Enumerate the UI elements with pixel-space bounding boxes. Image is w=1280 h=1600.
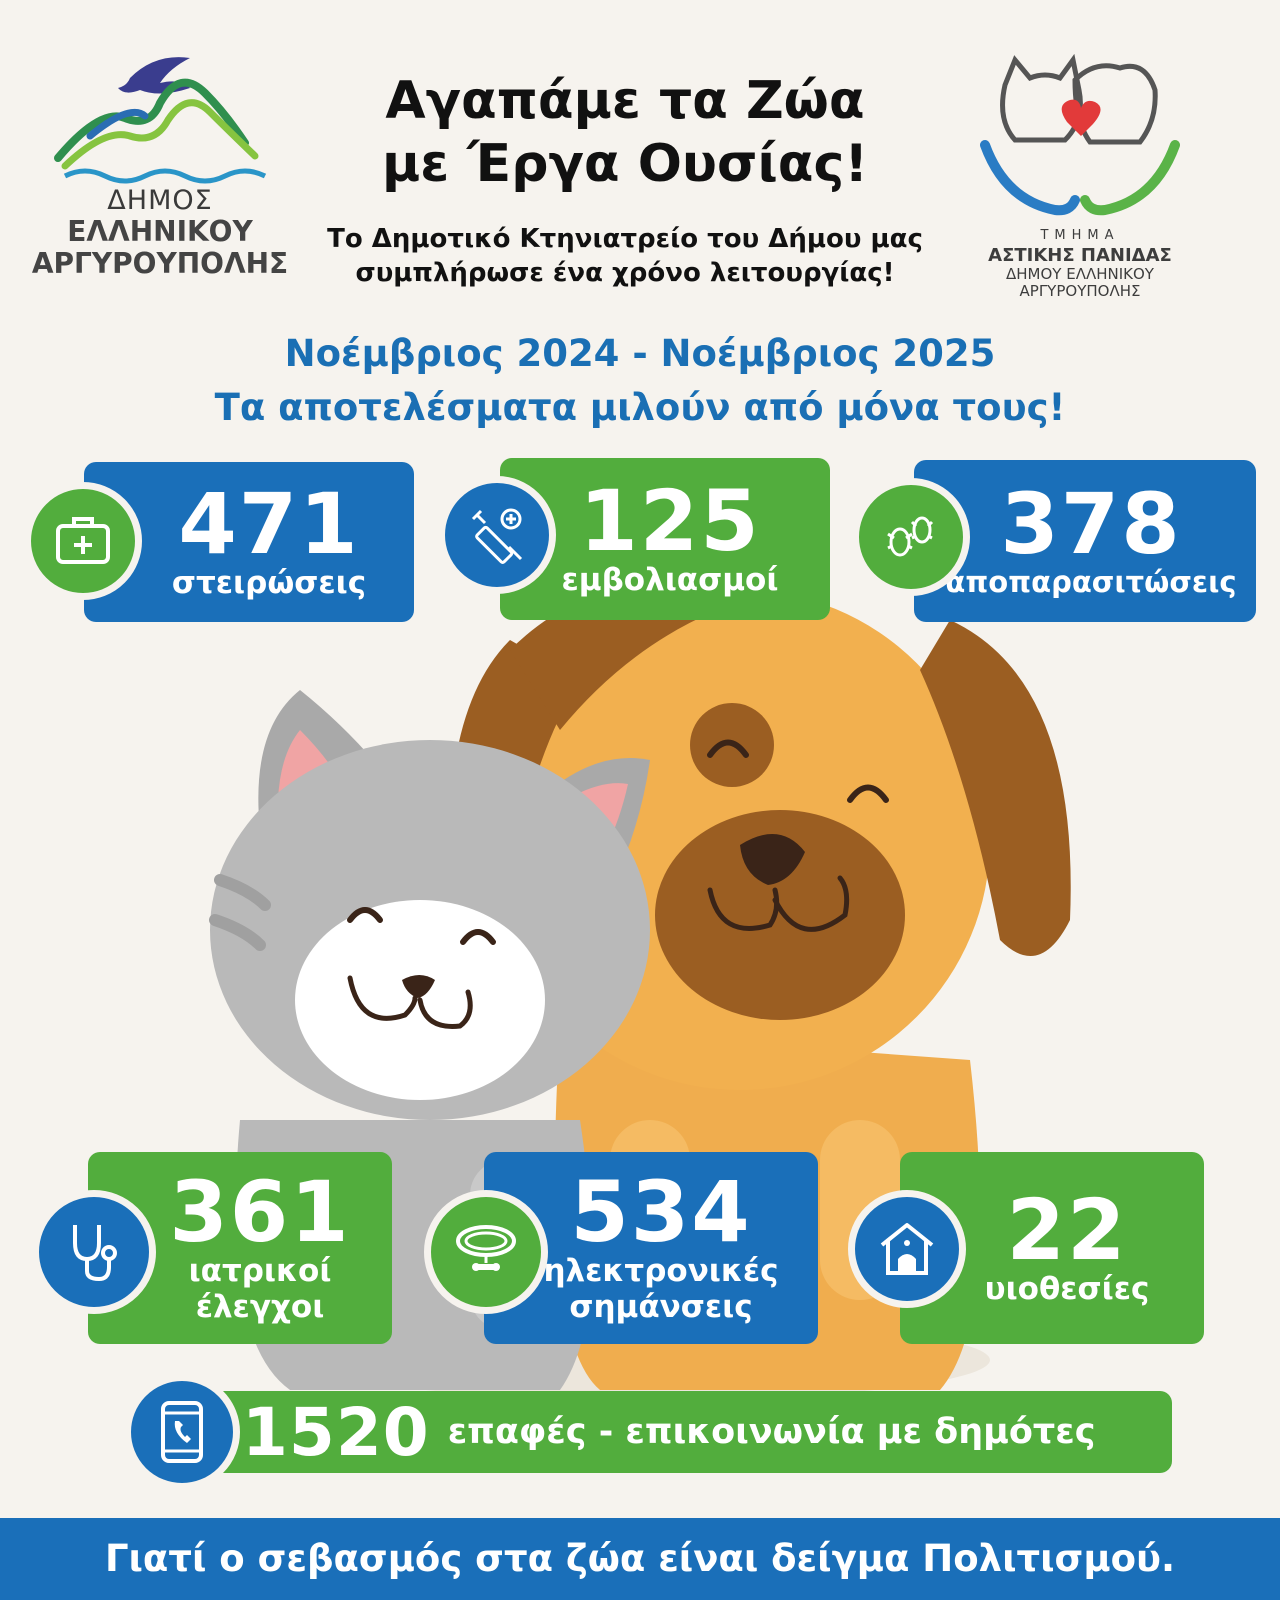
dept-line-2: ΑΣΤΙΚΗΣ ΠΑΝΙΔΑΣ [988, 245, 1172, 266]
subtitle-line-1: Το Δημοτικό Κτηνιατρείο του Δήμου μας [327, 224, 923, 254]
bugs-icon [852, 478, 970, 596]
dept-line-4: ΑΡΓΥΡΟΥΠΟΛΗΣ [1019, 282, 1141, 301]
municipality-logo: ΔΗΜΟΣ ΕΛΛΗΝΙΚΟΥ ΑΡΓΥΡΟΥΠΟΛΗΣ [30, 48, 290, 288]
title-line-2: με Έργα Ουσίας! [381, 134, 869, 195]
cat-dog-hands-heart-icon [980, 53, 1180, 216]
period-line-1: Νοέμβριος 2024 - Νοέμβριος 2025 [284, 332, 996, 375]
page-subtitle: Το Δημοτικό Κτηνιατρείο του Δήμου μας συ… [295, 222, 955, 291]
stat-label-line-1: ιατρικοί [188, 1253, 332, 1290]
subtitle-line-2: συμπλήρωσε ένα χρόνο λειτουργίας! [355, 258, 895, 289]
medical-kit-icon [24, 482, 142, 600]
stat-sterilizations: 471 στειρώσεις [84, 462, 414, 622]
logo-line-2: ΕΛΛΗΝΙΚΟΥ [67, 215, 253, 249]
period-line-2: Τα αποτελέσματα μιλούν από μόνα τους! [214, 385, 1066, 429]
stat-label: υιοθεσίες [984, 1271, 1150, 1308]
page-title: Αγαπάμε τα Ζώα με Έργα Ουσίας! [300, 70, 950, 197]
stat-value: 378 [1000, 475, 1182, 574]
footer-banner: Γιατί ο σεβασμός στα ζώα είναι δείγμα Πο… [0, 1518, 1280, 1600]
logo-line-3: ΑΡΓΥΡΟΥΠΟΛΗΣ [31, 246, 289, 280]
stat-label-line-1: ηλεκτρονικές [543, 1253, 779, 1290]
dept-line-1: ΤΜΗΜΑ [1040, 228, 1120, 243]
stat-label-line-2: σημάνσεις [569, 1289, 753, 1325]
syringe-icon [438, 476, 556, 594]
urban-wildlife-dept-logo: ΤΜΗΜΑ ΑΣΤΙΚΗΣ ΠΑΝΙΔΑΣ ΔΗΜΟΥ ΕΛΛΗΝΙΚΟΥ ΑΡ… [975, 50, 1185, 310]
contact-value: 1520 [242, 1393, 430, 1471]
stat-label: αποπαρασιτώσεις [945, 565, 1237, 600]
phone-icon [124, 1374, 240, 1490]
contact-label: επαφές - επικοινωνία με δημότες [447, 1412, 1096, 1452]
stat-label: εμβολιασμοί [561, 562, 779, 599]
title-line-1: Αγαπάμε τα Ζώα [385, 71, 865, 131]
mountains-dove-icon [54, 57, 267, 184]
stat-value: 22 [1006, 1181, 1128, 1280]
dept-line-3: ΔΗΜΟΥ ΕΛΛΗΝΙΚΟΥ [1006, 265, 1154, 283]
stethoscope-icon [32, 1190, 156, 1314]
stat-label: στειρώσεις [171, 565, 367, 602]
collar-icon [424, 1190, 548, 1314]
stat-value: 534 [570, 1163, 752, 1262]
stat-value: 361 [169, 1163, 351, 1262]
dog-house-icon [848, 1190, 966, 1308]
contact-bar: 1520 επαφές - επικοινωνία με δημότες [160, 1391, 1172, 1473]
stat-value: 471 [178, 475, 360, 574]
period-heading: Νοέμβριος 2024 - Νοέμβριος 2025 Τα αποτε… [0, 327, 1280, 434]
stat-deworming: 378 αποπαρασιτώσεις [914, 460, 1256, 622]
stat-value: 125 [579, 472, 761, 571]
stat-label-line-2: έλεγχοι [195, 1289, 325, 1325]
logo-line-1: ΔΗΜΟΣ [107, 185, 213, 216]
